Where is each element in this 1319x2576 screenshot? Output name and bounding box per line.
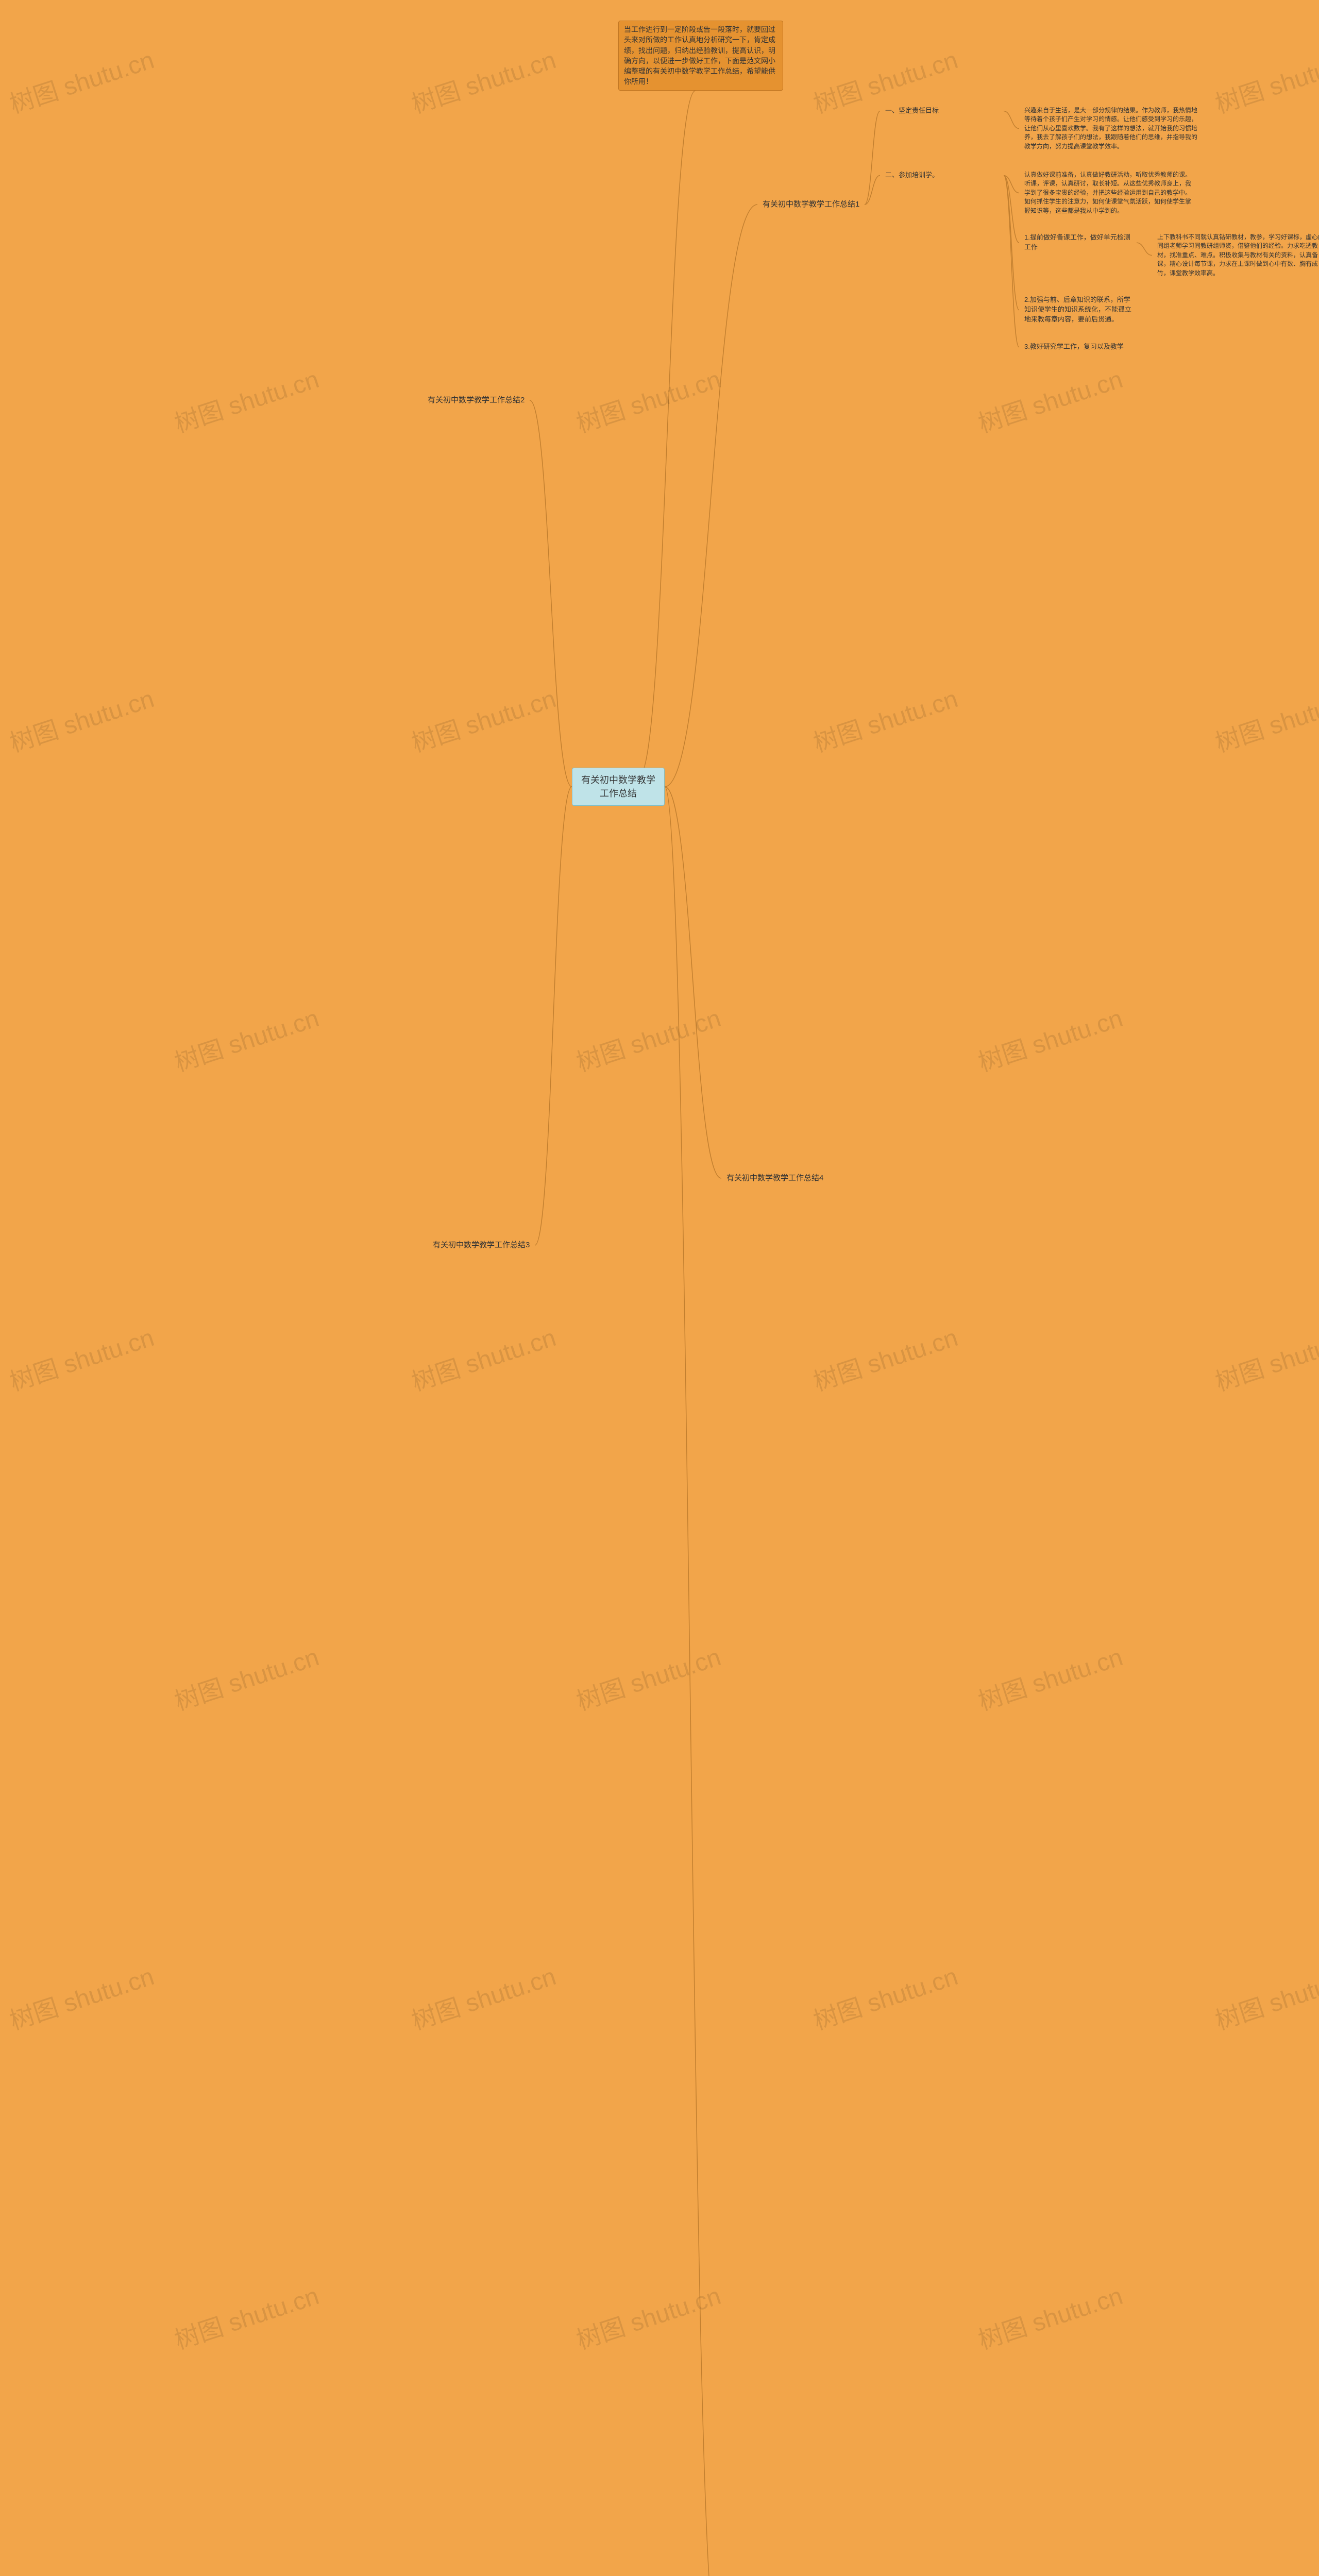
watermark: 树图 shutu.cn bbox=[406, 679, 560, 759]
watermark: 树图 shutu.cn bbox=[169, 998, 323, 1078]
watermark: 树图 shutu.cn bbox=[169, 1637, 323, 1717]
watermark: 树图 shutu.cn bbox=[973, 998, 1126, 1078]
node: 一、坚定责任目标 bbox=[880, 103, 1004, 119]
leaf: 兴趣来自于生活，是大一部分规律的结果。作为教师，我热情地等待着个孩子们产生对学习… bbox=[1019, 103, 1205, 154]
root-node: 有关初中数学教学工作总结 bbox=[572, 768, 665, 806]
watermark: 树图 shutu.cn bbox=[4, 679, 158, 759]
watermark: 树图 shutu.cn bbox=[406, 1317, 560, 1398]
section-s4: 有关初中数学教学工作总结4 bbox=[721, 1170, 828, 1187]
watermark: 树图 shutu.cn bbox=[973, 1637, 1126, 1717]
section-s3: 有关初中数学教学工作总结3 bbox=[428, 1236, 535, 1254]
watermark: 树图 shutu.cn bbox=[4, 1317, 158, 1398]
watermark: 树图 shutu.cn bbox=[973, 359, 1126, 439]
watermark: 树图 shutu.cn bbox=[1210, 1956, 1319, 2037]
watermark: 树图 shutu.cn bbox=[571, 1637, 724, 1717]
watermark: 树图 shutu.cn bbox=[406, 40, 560, 120]
mindmap-stage: 树图 shutu.cn 树图 shutu.cn 树图 shutu.cn 树图 shut… bbox=[0, 0, 1319, 2576]
watermark: 树图 shutu.cn bbox=[4, 1956, 158, 2037]
section-s1: 有关初中数学教学工作总结1 bbox=[757, 196, 865, 213]
watermark: 树图 shutu.cn bbox=[1210, 679, 1319, 759]
watermark: 树图 shutu.cn bbox=[808, 1956, 961, 2037]
watermark: 树图 shutu.cn bbox=[169, 2276, 323, 2356]
watermark: 树图 shutu.cn bbox=[406, 1956, 560, 2037]
section-s2: 有关初中数学教学工作总结2 bbox=[422, 392, 530, 409]
node: 3.教好研究学工作，复习以及教学 bbox=[1019, 339, 1137, 355]
watermark: 树图 shutu.cn bbox=[571, 2276, 724, 2356]
leaf: 上下教科书不同就认真钻研教材，教参，学习好课标，虚心向同组老师学习同教研组师资，… bbox=[1152, 230, 1319, 281]
watermark: 树图 shutu.cn bbox=[1210, 40, 1319, 120]
watermark: 树图 shutu.cn bbox=[169, 359, 323, 439]
watermark: 树图 shutu.cn bbox=[808, 1317, 961, 1398]
node: 二、参加培训学。 bbox=[880, 167, 1004, 183]
watermark: 树图 shutu.cn bbox=[571, 359, 724, 439]
node: 1.提前做好备课工作，做好单元检测工作 bbox=[1019, 230, 1137, 256]
intro-text: 当工作进行到一定阶段或告一段落时，就要回过头来对所做的工作认真地分析研究一下，肯… bbox=[618, 21, 783, 91]
watermark: 树图 shutu.cn bbox=[973, 2276, 1126, 2356]
watermark: 树图 shutu.cn bbox=[1210, 1317, 1319, 1398]
watermark: 树图 shutu.cn bbox=[808, 679, 961, 759]
watermark: 树图 shutu.cn bbox=[4, 40, 158, 120]
node: 2.加强与前、后章知识的联系，所学知识使学生的知识系统化，不能孤立地来教每章内容… bbox=[1019, 292, 1137, 328]
watermark: 树图 shutu.cn bbox=[571, 998, 724, 1078]
leaf: 认真做好课前准备，认真做好教研活动，听取优秀教师的课。听课，评课，认真研讨，取长… bbox=[1019, 167, 1198, 218]
